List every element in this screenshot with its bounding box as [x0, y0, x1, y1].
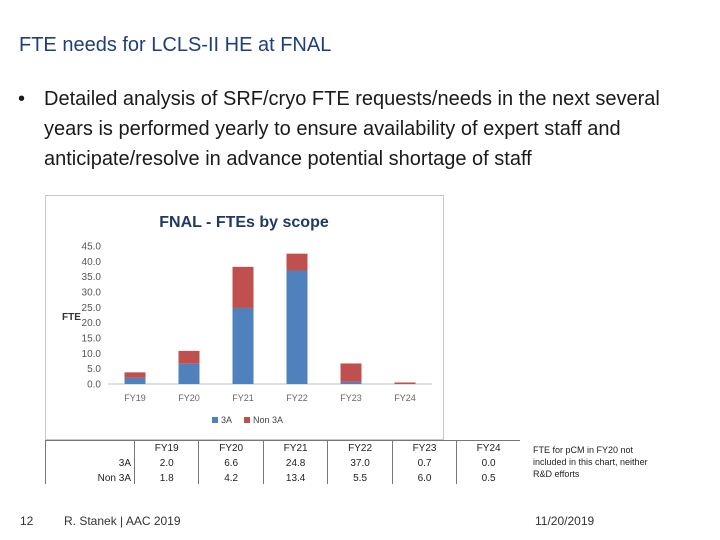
table-cell: 24.8: [262, 456, 328, 471]
y-tick-label: 25.0: [82, 303, 102, 314]
table-cell: 6.6: [198, 456, 264, 471]
data-table: FY19 FY20 FY21 FY22 FY23 FY24 3A 2.0 6.6 24.8 37.0…: [45, 440, 520, 484]
y-axis-label: FTE: [62, 312, 81, 323]
legend-swatch: [212, 417, 218, 423]
table-header-cell: FY24: [456, 440, 520, 456]
table-row: Non 3A 1.8 4.2 13.4 5.5 6.0 0.5: [45, 471, 520, 484]
y-tick-label: 35.0: [82, 272, 102, 283]
table-cell: 0.0: [456, 456, 520, 471]
y-tick-label: 45.0: [82, 242, 102, 253]
bar-non3a: [394, 382, 416, 384]
footer-author: R. Stanek | AAC 2019: [64, 514, 181, 528]
chart-title: FNAL - FTEs by scope: [159, 214, 329, 231]
bar-3a: [232, 307, 254, 384]
table-cell: 2.0: [133, 456, 199, 471]
bar-non3a: [340, 363, 362, 382]
table-cell: 37.0: [327, 456, 393, 471]
table-header-cell: FY23: [391, 440, 457, 456]
table-cell: 0.7: [391, 456, 457, 471]
bar-non3a: [124, 372, 146, 378]
bullet-text: Detailed analysis of SRF/cryo FTE reques…: [44, 88, 660, 170]
bar-non3a: [178, 350, 200, 364]
y-tick-label: 30.0: [82, 288, 102, 299]
y-tick-label: 20.0: [82, 318, 102, 329]
table-header-cell: FY22: [327, 440, 393, 456]
table-corner: [45, 440, 135, 456]
x-tick-label: FY19: [124, 393, 146, 403]
bar-3a: [340, 381, 362, 384]
bar-3a: [286, 270, 308, 384]
table-cell: 1.8: [133, 471, 199, 484]
bar-3a: [178, 363, 200, 384]
x-tick-label: FY23: [340, 393, 362, 403]
y-tick-label: 40.0: [82, 257, 102, 268]
bar-3a: [124, 377, 146, 384]
table-cell: 4.2: [198, 471, 264, 484]
table-cell: 13.4: [262, 471, 328, 484]
table-cell: 5.5: [327, 471, 393, 484]
table-header-cell: FY21: [262, 440, 328, 456]
bullet-symbol: •: [18, 88, 26, 110]
y-tick-label: 5.0: [87, 364, 101, 375]
x-tick-label: FY20: [178, 393, 200, 403]
bar-non3a: [232, 266, 254, 308]
legend-label: 3A: [221, 415, 232, 425]
legend-swatch: [244, 417, 250, 423]
page-number: 12: [20, 514, 34, 528]
table-cell: 6.0: [391, 471, 457, 484]
bullet-item: • Detailed analysis of SRF/cryo FTE requ…: [18, 84, 708, 174]
table-row-label: 3A: [45, 456, 135, 471]
legend-label: Non 3A: [253, 415, 283, 425]
y-tick-label: 0.0: [87, 380, 101, 391]
y-tick-label: 10.0: [82, 349, 102, 360]
y-tick-label: 15.0: [82, 334, 102, 345]
table-header-cell: FY20: [198, 440, 264, 456]
slide-title: FTE needs for LCLS-II HE at FNAL: [19, 34, 332, 56]
table-header-cell: FY19: [133, 440, 199, 456]
fte-chart: FNAL - FTEs by scope FTE 0.0 5.0 10.0 15.0 20.…: [62, 214, 432, 425]
bar-non3a: [286, 253, 308, 271]
fte-table: FY19 FY20 FY21 FY22 FY23 FY24 3A 2.0 6.6 24.8 37.0…: [45, 440, 520, 484]
table-cell: 0.5: [456, 471, 520, 484]
chart-note: FTE for pCM in FY20 not included in this…: [533, 445, 648, 479]
x-tick-label: FY22: [286, 393, 308, 403]
footer-date: 11/20/2019: [535, 514, 595, 528]
table-row: 3A 2.0 6.6 24.8 37.0 0.7 0.0: [45, 456, 520, 471]
x-tick-label: FY21: [232, 393, 254, 403]
chart-container: FNAL - FTEs by scope FTE 0.0 5.0 10.0 15.0 20.…: [45, 195, 444, 440]
table-row-label: Non 3A: [45, 471, 135, 484]
x-tick-label: FY24: [394, 393, 416, 403]
